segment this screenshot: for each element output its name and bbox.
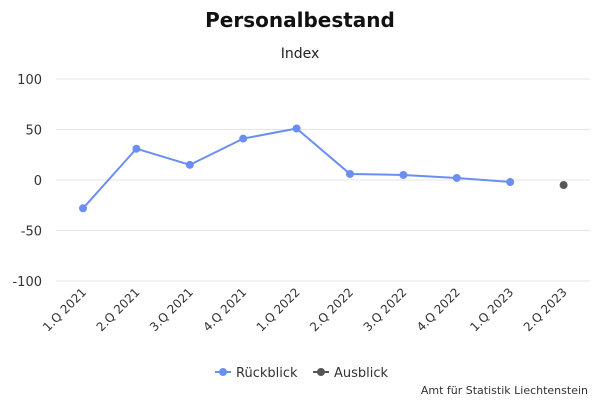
legend-item[interactable]: Rückblick bbox=[215, 366, 298, 381]
y-tick-label: -100 bbox=[12, 275, 42, 290]
legend[interactable]: Rückblick Ausblick bbox=[215, 366, 389, 381]
data-point[interactable] bbox=[185, 160, 194, 169]
legend-marker bbox=[219, 368, 227, 376]
x-tick-label: 2.Q 2022 bbox=[307, 285, 356, 334]
data-point[interactable] bbox=[79, 204, 87, 213]
x-tick-label: 1.Q 2022 bbox=[254, 285, 303, 334]
x-tick-label: 1.Q 2023 bbox=[467, 285, 516, 334]
x-tick-label: 4.Q 2022 bbox=[414, 285, 463, 334]
data-point[interactable] bbox=[292, 124, 301, 133]
legend-marker bbox=[317, 368, 325, 376]
legend-item[interactable]: Ausblick bbox=[313, 366, 389, 381]
data-point[interactable] bbox=[506, 178, 515, 187]
y-tick-label: 50 bbox=[25, 124, 42, 139]
legend-label: Rückblick bbox=[236, 366, 298, 381]
x-tick-label: 3.Q 2021 bbox=[147, 285, 196, 334]
y-tick-label: -50 bbox=[21, 225, 42, 240]
grid bbox=[56, 78, 590, 282]
data-point[interactable] bbox=[132, 144, 141, 153]
data-point[interactable] bbox=[559, 181, 568, 190]
series-layer bbox=[79, 124, 568, 213]
y-tick-label: 100 bbox=[17, 73, 42, 88]
data-point[interactable] bbox=[399, 170, 408, 179]
x-tick-label: 4.Q 2021 bbox=[200, 285, 249, 334]
y-tick-label: 0 bbox=[34, 174, 42, 189]
credit-text: Amt für Statistik Liechtenstein bbox=[421, 384, 588, 397]
series-line bbox=[82, 127, 511, 209]
data-point[interactable] bbox=[239, 134, 248, 143]
series-1 bbox=[79, 124, 515, 213]
x-tick-label: 2.Q 2021 bbox=[94, 285, 143, 334]
chart-subtitle: Index bbox=[281, 46, 320, 62]
x-axis-ticks: 1.Q 2021 2.Q 2021 3.Q 2021 4.Q 2021 1.Q 2022… bbox=[40, 285, 570, 334]
x-tick-label: 1.Q 2021 bbox=[40, 285, 89, 334]
y-axis-ticks: 100 50 0 -50 -100 bbox=[12, 73, 42, 290]
legend-label: Ausblick bbox=[334, 366, 389, 381]
chart-title: Personalbestand bbox=[205, 8, 395, 32]
data-point[interactable] bbox=[452, 173, 461, 182]
x-tick-label: 2.Q 2023 bbox=[521, 285, 570, 334]
data-point[interactable] bbox=[346, 169, 354, 178]
series-2 bbox=[559, 181, 568, 190]
x-tick-label: 3.Q 2022 bbox=[361, 285, 410, 334]
